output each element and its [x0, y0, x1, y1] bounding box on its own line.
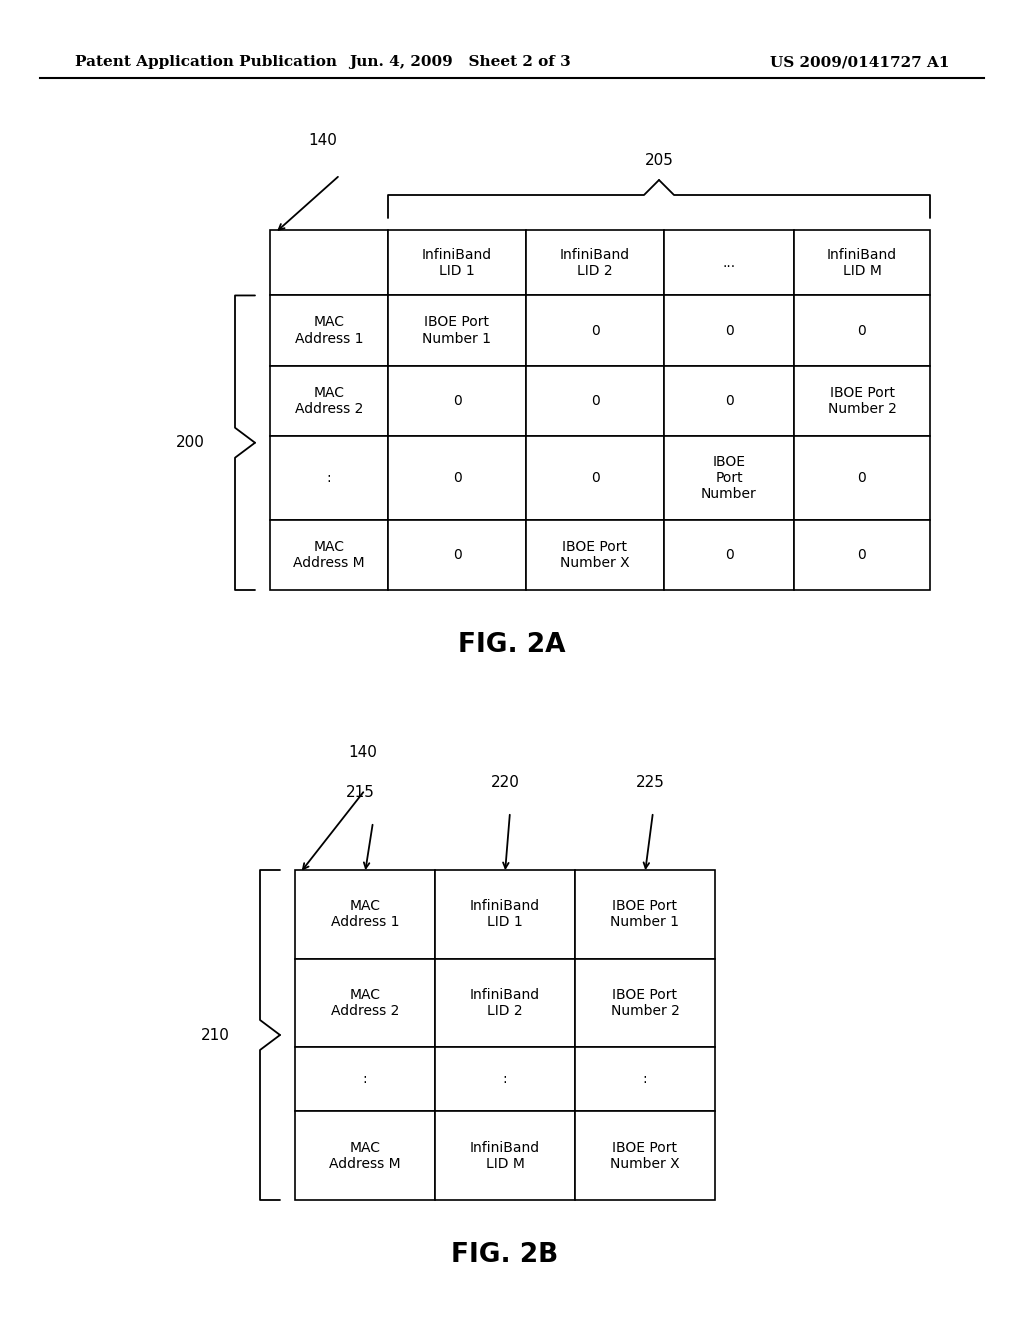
Bar: [526, 520, 664, 590]
Bar: [270, 296, 388, 366]
Bar: [575, 958, 715, 1047]
Text: :: :: [327, 471, 332, 484]
Bar: [435, 958, 575, 1047]
Bar: [526, 296, 664, 366]
Text: 225: 225: [636, 775, 665, 789]
Bar: [388, 230, 526, 296]
Text: 0: 0: [453, 548, 462, 562]
Bar: [526, 436, 664, 520]
Bar: [435, 870, 575, 958]
Bar: [664, 436, 794, 520]
Text: 210: 210: [201, 1027, 230, 1043]
Bar: [575, 870, 715, 958]
Text: 205: 205: [644, 153, 674, 168]
Text: FIG. 2A: FIG. 2A: [459, 632, 565, 657]
Text: Jun. 4, 2009   Sheet 2 of 3: Jun. 4, 2009 Sheet 2 of 3: [349, 55, 570, 69]
Text: 140: 140: [348, 744, 377, 760]
Text: FIG. 2B: FIG. 2B: [452, 1242, 559, 1269]
Bar: [295, 870, 435, 958]
Bar: [794, 520, 930, 590]
Bar: [526, 366, 664, 436]
Bar: [270, 366, 388, 436]
Bar: [295, 1047, 435, 1111]
Text: 0: 0: [591, 323, 599, 338]
Bar: [664, 520, 794, 590]
Bar: [526, 230, 664, 296]
Text: IBOE Port
Number 2: IBOE Port Number 2: [610, 987, 680, 1018]
Text: 0: 0: [858, 323, 866, 338]
Bar: [794, 436, 930, 520]
Text: :: :: [362, 1072, 368, 1086]
Text: Patent Application Publication: Patent Application Publication: [75, 55, 337, 69]
Text: 0: 0: [725, 548, 733, 562]
Bar: [270, 436, 388, 520]
Text: IBOE Port
Number X: IBOE Port Number X: [560, 540, 630, 570]
Text: 0: 0: [591, 393, 599, 408]
Bar: [388, 366, 526, 436]
Bar: [794, 366, 930, 436]
Text: IBOE
Port
Number: IBOE Port Number: [701, 454, 757, 502]
Text: US 2009/0141727 A1: US 2009/0141727 A1: [770, 55, 950, 69]
Bar: [388, 436, 526, 520]
Text: IBOE Port
Number 1: IBOE Port Number 1: [423, 315, 492, 346]
Bar: [435, 1047, 575, 1111]
Bar: [388, 296, 526, 366]
Bar: [664, 296, 794, 366]
Text: :: :: [503, 1072, 507, 1086]
Text: 0: 0: [453, 393, 462, 408]
Text: InfiniBand
LID M: InfiniBand LID M: [470, 1140, 540, 1171]
Text: IBOE Port
Number X: IBOE Port Number X: [610, 1140, 680, 1171]
Bar: [794, 296, 930, 366]
Text: MAC
Address 1: MAC Address 1: [331, 899, 399, 929]
Bar: [435, 1111, 575, 1200]
Text: 0: 0: [858, 548, 866, 562]
Text: 0: 0: [725, 393, 733, 408]
Text: 0: 0: [453, 471, 462, 484]
Text: InfiniBand
LID 1: InfiniBand LID 1: [470, 899, 540, 929]
Bar: [270, 230, 388, 296]
Bar: [270, 520, 388, 590]
Text: 140: 140: [308, 133, 338, 148]
Text: 200: 200: [176, 436, 205, 450]
Text: InfiniBand
LID 2: InfiniBand LID 2: [560, 248, 630, 277]
Bar: [575, 1047, 715, 1111]
Text: MAC
Address 2: MAC Address 2: [295, 385, 364, 416]
Text: 215: 215: [345, 785, 375, 800]
Bar: [794, 230, 930, 296]
Text: 220: 220: [490, 775, 519, 789]
Text: 0: 0: [591, 471, 599, 484]
Bar: [664, 366, 794, 436]
Text: 0: 0: [725, 323, 733, 338]
Text: InfiniBand
LID M: InfiniBand LID M: [827, 248, 897, 277]
Bar: [575, 1111, 715, 1200]
Bar: [295, 958, 435, 1047]
Text: IBOE Port
Number 1: IBOE Port Number 1: [610, 899, 680, 929]
Bar: [664, 230, 794, 296]
Text: MAC
Address 2: MAC Address 2: [331, 987, 399, 1018]
Bar: [388, 520, 526, 590]
Text: InfiniBand
LID 1: InfiniBand LID 1: [422, 248, 493, 277]
Text: MAC
Address M: MAC Address M: [293, 540, 365, 570]
Text: InfiniBand
LID 2: InfiniBand LID 2: [470, 987, 540, 1018]
Bar: [295, 1111, 435, 1200]
Text: IBOE Port
Number 2: IBOE Port Number 2: [827, 385, 896, 416]
Text: MAC
Address 1: MAC Address 1: [295, 315, 364, 346]
Text: ...: ...: [723, 256, 735, 269]
Text: 0: 0: [858, 471, 866, 484]
Text: MAC
Address M: MAC Address M: [329, 1140, 400, 1171]
Text: :: :: [643, 1072, 647, 1086]
